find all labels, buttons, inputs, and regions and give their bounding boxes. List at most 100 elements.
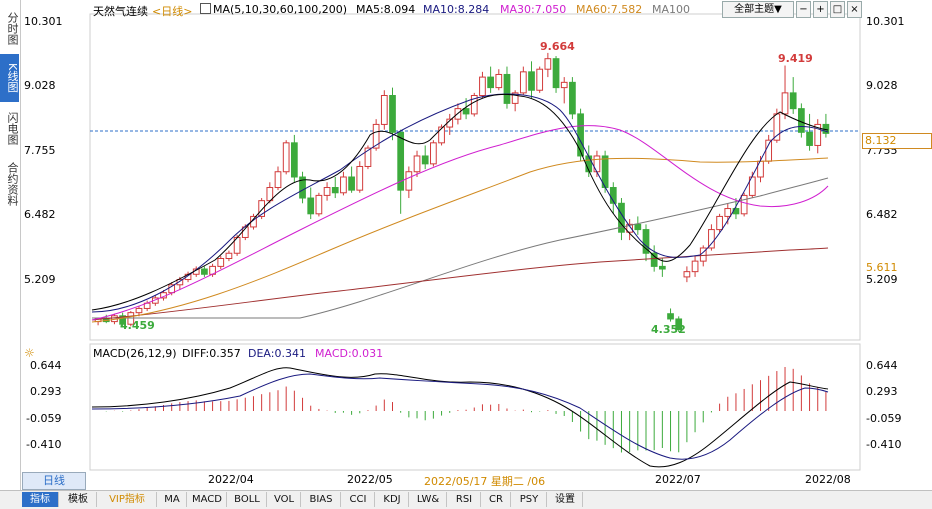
candle-body[interactable] <box>315 194 323 215</box>
candle-body[interactable] <box>421 155 429 165</box>
candle-body[interactable] <box>814 123 822 146</box>
candle-body[interactable] <box>740 194 748 215</box>
toolbar-rsi[interactable]: RSI <box>448 492 481 507</box>
candle-body[interactable] <box>397 131 405 191</box>
candle-body[interactable] <box>372 123 380 149</box>
ma5-value: MA5:8.094 <box>356 3 416 16</box>
candle-body[interactable] <box>225 252 233 259</box>
toolbar-settings[interactable]: 设置 <box>548 492 583 507</box>
candle-body[interactable] <box>675 318 683 330</box>
candle-body[interactable] <box>323 187 331 196</box>
indicator-toolbar: 指标 模板 VIP指标 MA MACD BOLL VOL BIAS CCI KD… <box>0 490 932 509</box>
candle-body[interactable] <box>503 73 511 104</box>
candle-body[interactable] <box>569 81 576 115</box>
candle-body[interactable] <box>176 279 184 286</box>
start-low-label: 4.459 <box>120 319 155 332</box>
toolbar-lw[interactable]: LW& <box>410 492 447 507</box>
candle-body[interactable] <box>340 176 347 194</box>
toolbar-macd[interactable]: MACD <box>188 492 227 507</box>
candle-body[interactable] <box>798 108 805 133</box>
candle-body[interactable] <box>356 165 364 191</box>
candle-body[interactable] <box>380 95 388 125</box>
toolbar-vol[interactable]: VOL <box>268 492 301 507</box>
candle-body[interactable] <box>217 258 225 267</box>
plus-icon[interactable]: + <box>813 1 828 18</box>
candle-body[interactable] <box>544 58 552 70</box>
tab-contract-info[interactable]: 合约资料 <box>6 162 19 206</box>
candle-body[interactable] <box>650 252 658 267</box>
candle-body[interactable] <box>658 265 666 270</box>
candle-body[interactable] <box>135 307 143 314</box>
toolbar-cci[interactable]: CCI <box>342 492 375 507</box>
candle-body[interactable] <box>716 215 723 231</box>
current-price-tag: 8.132 <box>862 133 932 149</box>
macd-tick: 0.644 <box>866 359 898 372</box>
candle-body[interactable] <box>201 268 208 275</box>
candle-body[interactable] <box>479 76 486 96</box>
candle-body[interactable] <box>519 71 527 94</box>
toolbar-boll[interactable]: BOLL <box>228 492 267 507</box>
candle-body[interactable] <box>438 126 445 144</box>
candle-body[interactable] <box>634 223 642 231</box>
candle-body[interactable] <box>781 92 789 115</box>
candle-body[interactable] <box>773 113 781 141</box>
toolbar-ma[interactable]: MA <box>158 492 187 507</box>
tab-timeshare[interactable]: 分时图 <box>6 11 19 45</box>
candle-body[interactable] <box>389 95 396 133</box>
macd-tick: -0.410 <box>26 438 62 451</box>
candle-body[interactable] <box>462 108 470 115</box>
candle-body[interactable] <box>274 171 282 189</box>
macd-settings-icon[interactable]: ☼ <box>24 346 35 360</box>
candle-body[interactable] <box>413 155 421 173</box>
candle-body[interactable] <box>511 92 519 104</box>
tab-kline[interactable]: K线图 <box>0 54 19 102</box>
candle-body[interactable] <box>560 81 568 89</box>
candle-body[interactable] <box>536 68 544 91</box>
tab-flash[interactable]: 闪电图 <box>6 111 19 145</box>
theme-dropdown-button[interactable]: 全部主题▼ <box>722 1 794 18</box>
candle-body[interactable] <box>282 142 290 173</box>
candle-body[interactable] <box>258 200 266 217</box>
candle-body[interactable] <box>405 171 413 191</box>
candle-body[interactable] <box>724 208 732 217</box>
window-icon[interactable]: □ <box>830 1 845 18</box>
candle-body[interactable] <box>667 313 674 320</box>
macd-tick: 0.644 <box>30 359 62 372</box>
candle-body[interactable] <box>487 76 494 89</box>
candle-body[interactable] <box>430 142 437 165</box>
candle-body[interactable] <box>348 176 355 191</box>
toolbar-template[interactable]: 模板 <box>60 492 97 507</box>
close-icon[interactable]: × <box>847 1 862 18</box>
candle-body[interactable] <box>495 73 503 89</box>
candle-body[interactable] <box>691 260 699 273</box>
toolbar-psy[interactable]: PSY <box>512 492 547 507</box>
candle-body[interactable] <box>364 147 372 167</box>
candle-body[interactable] <box>626 223 634 233</box>
candle-body[interactable] <box>789 92 797 110</box>
toolbar-cr[interactable]: CR <box>482 492 511 507</box>
candle-body[interactable] <box>290 142 298 178</box>
toolbar-bias[interactable]: BIAS <box>302 492 341 507</box>
minus-icon[interactable]: − <box>796 1 811 18</box>
toolbar-vip[interactable]: VIP指标 <box>98 492 157 507</box>
candle-body[interactable] <box>552 58 560 89</box>
candle-body[interactable] <box>642 229 650 254</box>
candle-body[interactable] <box>577 113 584 157</box>
candle-body[interactable] <box>119 315 126 325</box>
candle-body[interactable] <box>299 176 306 199</box>
candle-body[interactable] <box>331 187 339 194</box>
candle-body[interactable] <box>683 271 691 278</box>
toolbar-indicators[interactable]: 指标 <box>22 492 59 507</box>
ma-params[interactable]: MA(5,10,30,60,100,200) <box>200 3 347 16</box>
kline-chart[interactable] <box>0 0 932 490</box>
candle-body[interactable] <box>708 229 715 249</box>
candle-body[interactable] <box>806 131 813 146</box>
period-selector[interactable]: 日线 <box>22 472 86 490</box>
candle-body[interactable] <box>765 139 773 162</box>
period-label[interactable]: <日线> <box>152 5 193 18</box>
candle-body[interactable] <box>593 155 601 173</box>
candle-body[interactable] <box>528 71 535 91</box>
toolbar-kdj[interactable]: KDJ <box>376 492 409 507</box>
candle-body[interactable] <box>307 197 315 215</box>
candle-body[interactable] <box>470 95 478 115</box>
